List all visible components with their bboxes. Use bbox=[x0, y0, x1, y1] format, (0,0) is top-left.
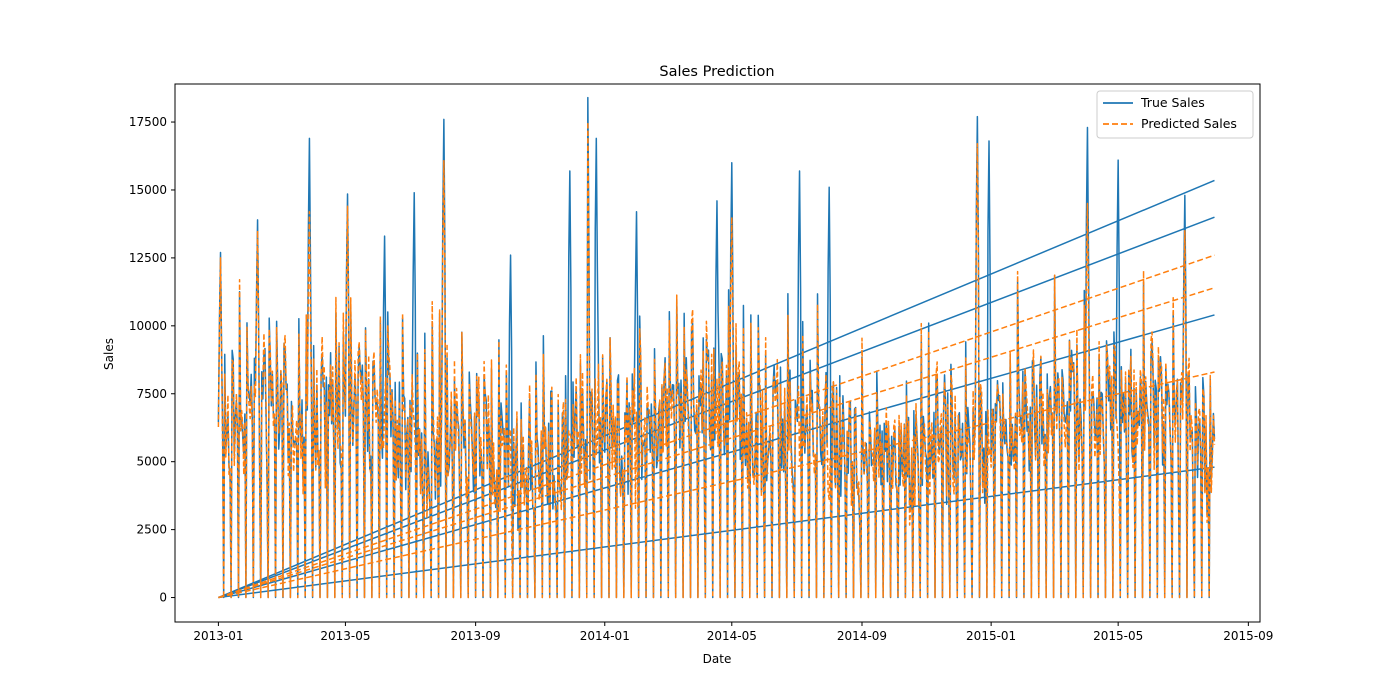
legend-label-true-sales: True Sales bbox=[1140, 95, 1205, 110]
x-tick-label: 2013-01 bbox=[193, 629, 243, 643]
y-tick-label: 15000 bbox=[129, 183, 167, 197]
x-axis-ticks: 2013-01 2013-05 2013-09 2014-01 2014-05 2014-… bbox=[193, 622, 1273, 643]
x-tick-label: 2013-05 bbox=[320, 629, 370, 643]
y-tick-label: 0 bbox=[159, 591, 167, 605]
y-tick-label: 12500 bbox=[129, 251, 167, 265]
y-axis-label: Sales bbox=[102, 338, 116, 370]
x-tick-label: 2014-09 bbox=[837, 629, 887, 643]
series-predicted-sales bbox=[217, 121, 1216, 599]
x-tick-label: 2015-05 bbox=[1093, 629, 1143, 643]
legend-label-predicted-sales: Predicted Sales bbox=[1141, 116, 1237, 131]
y-tick-label: 2500 bbox=[136, 523, 167, 537]
series-line bbox=[217, 121, 1216, 599]
x-tick-label: 2015-01 bbox=[966, 629, 1016, 643]
series-wrap-line bbox=[218, 371, 1215, 599]
series-wrap-line bbox=[218, 216, 1215, 599]
x-axis-label: Date bbox=[703, 652, 732, 666]
x-tick-label: 2015-09 bbox=[1223, 629, 1273, 643]
x-tick-label: 2014-01 bbox=[580, 629, 630, 643]
x-tick-label: 2013-09 bbox=[451, 629, 501, 643]
x-tick-label: 2014-05 bbox=[707, 629, 757, 643]
series-wrap-line bbox=[218, 314, 1215, 599]
series-wrap-line bbox=[218, 254, 1215, 599]
y-axis-ticks: 0 2500 5000 7500 10000 12500 15000 17500 bbox=[129, 115, 175, 605]
plot-area bbox=[217, 96, 1216, 599]
series-wrap-line bbox=[218, 466, 1215, 599]
y-tick-label: 5000 bbox=[136, 455, 167, 469]
legend: True Sales Predicted Sales bbox=[1096, 90, 1254, 139]
chart-title: Sales Prediction bbox=[659, 64, 774, 80]
legend-box bbox=[1096, 90, 1254, 139]
y-tick-label: 10000 bbox=[129, 319, 167, 333]
y-tick-label: 17500 bbox=[129, 115, 167, 129]
series-wrap-line bbox=[218, 287, 1215, 599]
y-tick-label: 7500 bbox=[136, 387, 167, 401]
plot-frame bbox=[174, 83, 1261, 623]
